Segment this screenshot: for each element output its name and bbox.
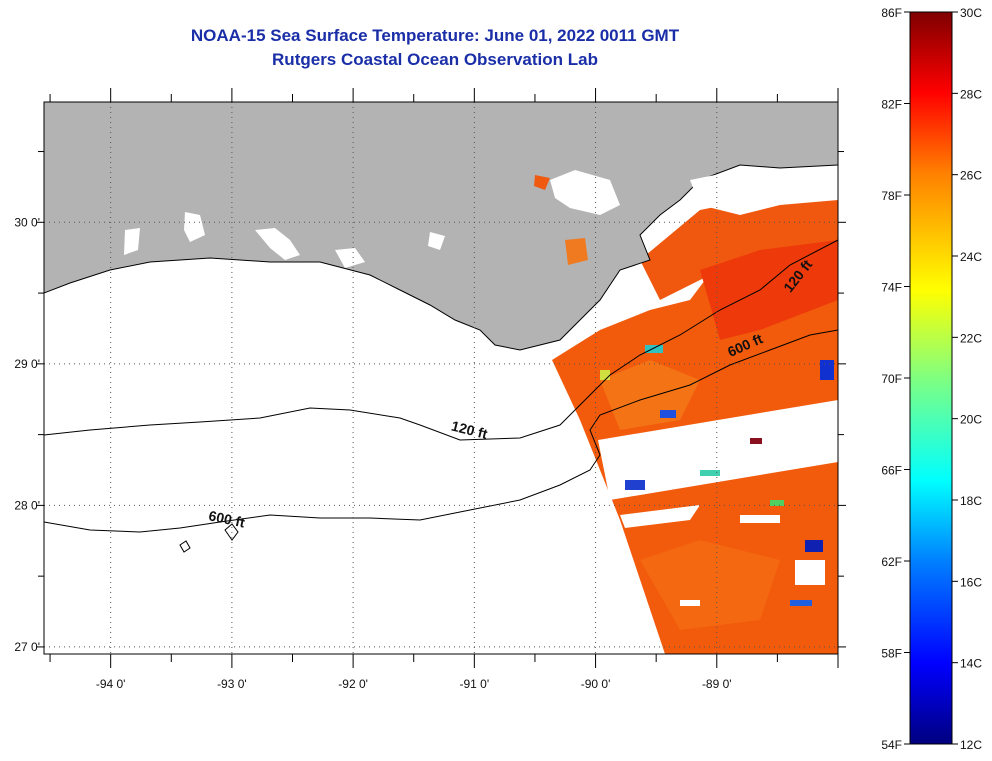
colorbar-c-label: 20C <box>960 413 982 427</box>
warm-speck <box>600 370 610 380</box>
land-patch <box>565 238 588 265</box>
lon-label: -93 0' <box>217 677 247 691</box>
isobath-120ft <box>44 239 838 441</box>
colorbar-f-label: 74F <box>881 281 902 295</box>
colorbar-c-label: 18C <box>960 494 982 508</box>
sst-swath-delta <box>640 190 838 300</box>
sst-patch-amber-2 <box>640 540 780 630</box>
colorbar-celsius-labels: 30C 28C 26C 24C 22C 20C 18C 16C 14C 12C <box>952 6 982 752</box>
graticule <box>44 102 838 654</box>
colorbar-f-label: 54F <box>881 738 902 752</box>
colorbar-c-label: 22C <box>960 331 982 345</box>
colorbar-c-label: 26C <box>960 169 982 183</box>
contour-label: 600 ft <box>207 507 246 530</box>
colorbar-gradient <box>909 11 953 745</box>
cloud-gap-1 <box>598 400 838 500</box>
cool-speck <box>770 500 784 506</box>
isobath-600ft-island <box>224 523 239 541</box>
colorbar-f-label: 82F <box>881 98 902 112</box>
lat-label: 29 0' <box>14 357 40 371</box>
cold-speck <box>750 438 762 444</box>
colorbar-c-label: 30C <box>960 6 982 20</box>
land-patch <box>255 228 300 260</box>
cloud-gap-4 <box>740 515 780 523</box>
isobath-600ft-island <box>179 540 191 553</box>
colorbar-f-label: 70F <box>881 372 902 386</box>
cold-speck <box>790 600 812 606</box>
cold-speck <box>805 540 823 552</box>
lon-label: -91 0' <box>460 677 490 691</box>
isobath-600ft <box>44 329 838 533</box>
land-patch <box>690 170 838 215</box>
cloud-gap-3 <box>795 560 825 585</box>
lat-label: 30 0' <box>14 215 40 229</box>
sst-patch-red <box>700 240 838 340</box>
lat-label: 28 0' <box>14 498 40 512</box>
cold-speck <box>625 480 645 490</box>
map-subtitle: Rutgers Coastal Ocean Observation Lab <box>272 50 598 69</box>
colorbar-f-label: 86F <box>881 6 902 20</box>
axis-ticks <box>36 88 846 668</box>
colorbar-fahrenheit-labels: 86F 82F 78F 74F 70F 66F 62F 58F 54F <box>881 6 910 752</box>
colorbar-f-label: 78F <box>881 189 902 203</box>
map-title: NOAA-15 Sea Surface Temperature: June 01… <box>190 26 680 45</box>
land-patch <box>428 232 445 250</box>
land-patch <box>550 170 620 215</box>
land-patch <box>335 248 365 268</box>
land-mass <box>44 102 838 351</box>
land-patch <box>534 175 550 190</box>
latitude-labels: 30 0' 29 0' 28 0' 27 0' <box>14 215 40 654</box>
longitude-labels: -94 0' -93 0' -92 0' -91 0' -90 0' -89 0' <box>96 677 732 691</box>
land-patch <box>124 228 140 255</box>
lon-label: -90 0' <box>581 677 611 691</box>
land-patch <box>184 212 205 242</box>
colorbar-f-label: 62F <box>881 555 902 569</box>
colorbar-c-label: 16C <box>960 575 982 589</box>
sst-data <box>552 190 838 654</box>
colorbar-f-label: 66F <box>881 464 902 478</box>
lon-label: -92 0' <box>338 677 368 691</box>
lat-label: 27 0' <box>14 640 40 654</box>
colorbar-c-label: 14C <box>960 657 982 671</box>
colorbar: 86F 82F 78F 74F 70F 66F 62F 58F 54F 30C 28C 26C 24C… <box>881 6 982 752</box>
cool-speck <box>700 470 720 476</box>
cold-speck <box>660 410 676 418</box>
cloud-gap-5 <box>680 600 700 606</box>
cool-speck <box>645 345 663 353</box>
cloud-gap-2 <box>620 505 700 528</box>
colorbar-c-label: 24C <box>960 250 982 264</box>
lon-label: -89 0' <box>702 677 732 691</box>
lon-label: -94 0' <box>96 677 126 691</box>
colorbar-f-label: 58F <box>881 647 902 661</box>
map-frame <box>43 101 839 655</box>
colorbar-c-label: 12C <box>960 738 982 752</box>
cold-speck <box>820 360 834 380</box>
colorbar-c-label: 28C <box>960 87 982 101</box>
